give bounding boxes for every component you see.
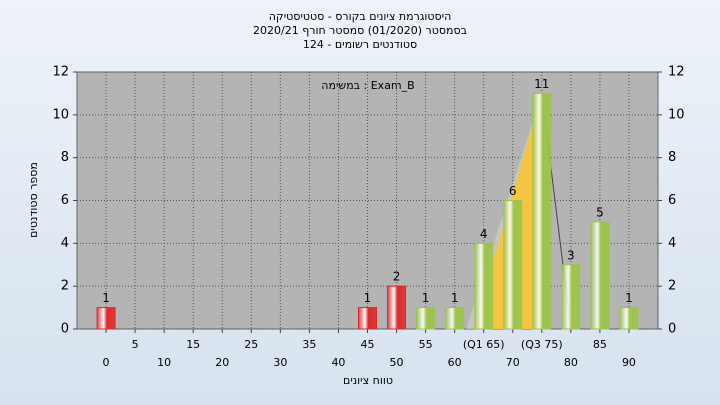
bar	[416, 307, 436, 330]
x-axis-label: טווח ציונים	[343, 374, 393, 387]
value-label: 5	[596, 205, 604, 219]
x-tick-label: 15	[186, 338, 200, 351]
x-tick-label: 25	[244, 338, 258, 351]
y-tick-label: 6	[61, 193, 69, 208]
y2-tick-label: 8	[668, 150, 676, 165]
value-label: 1	[625, 291, 633, 305]
x-tick-label: 40	[331, 356, 345, 369]
y-tick-label: 8	[61, 150, 69, 165]
x-tick-label: 60	[448, 356, 462, 369]
y-axis-label: מספר סטודנטים	[27, 162, 40, 238]
y-tick-label: 12	[52, 65, 69, 80]
x-tick-label: 5	[132, 338, 139, 351]
x-tick-label: 50	[390, 356, 404, 369]
bar	[590, 221, 610, 330]
y2-tick-label: 12	[668, 65, 685, 80]
value-label: 4	[480, 227, 488, 241]
y2-tick-label: 10	[668, 107, 685, 122]
value-label: 3	[567, 248, 575, 262]
x-tick-label: (Q1 65)	[463, 338, 505, 351]
annotation: במשימה : Exam_B	[321, 79, 414, 92]
bar	[387, 285, 407, 330]
value-label: 1	[422, 291, 430, 305]
bar	[532, 92, 552, 330]
value-label: 2	[393, 270, 401, 284]
x-tick-label: 55	[419, 338, 433, 351]
bar	[503, 200, 523, 330]
x-tick-label: 20	[215, 356, 229, 369]
y2-tick-label: 4	[668, 236, 676, 251]
y-tick-label: 10	[52, 107, 69, 122]
bar	[619, 307, 639, 330]
y-tick-label: 2	[61, 279, 69, 294]
x-tick-label: 35	[302, 338, 316, 351]
title-line: בסמסטר (01/2020) סמסטר חורף 2020/21	[253, 24, 467, 37]
x-tick-label: (Q3 75)	[521, 338, 563, 351]
x-tick-label: 45	[361, 338, 375, 351]
value-label: 11	[534, 77, 549, 91]
bar	[445, 307, 465, 330]
title-line: סטודנטים רשומים - 124	[303, 38, 417, 51]
x-tick-label: 90	[622, 356, 636, 369]
y2-tick-label: 6	[668, 193, 676, 208]
y2-tick-label: 0	[668, 322, 676, 337]
x-tick-label: 10	[157, 356, 171, 369]
bar	[561, 264, 581, 330]
title-line: היסטוגרמת ציונים בקורס - סטטיסטיקה	[269, 10, 452, 23]
y-tick-label: 0	[61, 322, 69, 337]
value-label: 6	[509, 184, 517, 198]
y-tick-label: 4	[61, 236, 69, 251]
value-label: 1	[102, 291, 110, 305]
y2-tick-label: 2	[668, 279, 676, 294]
bar	[96, 307, 116, 330]
x-tick-label: 0	[103, 356, 110, 369]
bar	[358, 307, 377, 330]
bar	[474, 242, 494, 330]
value-label: 1	[364, 291, 372, 305]
value-label: 1	[451, 291, 459, 305]
x-tick-label: 85	[593, 338, 607, 351]
x-tick-label: 30	[273, 356, 287, 369]
x-tick-label: 70	[506, 356, 520, 369]
x-tick-label: 80	[564, 356, 578, 369]
